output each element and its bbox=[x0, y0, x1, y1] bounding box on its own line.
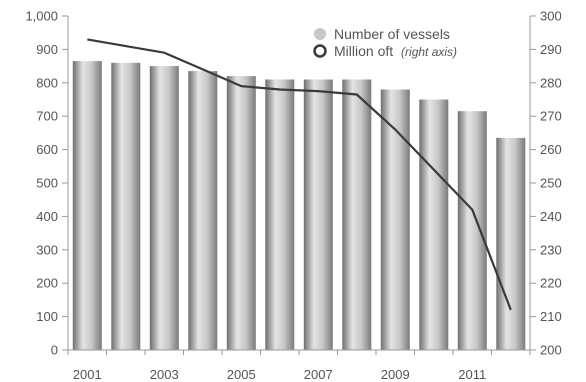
right-tick-label: 260 bbox=[540, 142, 562, 157]
left-tick-label: 600 bbox=[36, 142, 58, 157]
bar-2009 bbox=[380, 89, 410, 350]
million-oft-line bbox=[87, 38, 512, 311]
x-tick-label: 2003 bbox=[150, 367, 179, 382]
bar-2012 bbox=[496, 137, 526, 350]
left-tick-label: 1,000 bbox=[25, 9, 58, 24]
x-tick-label: 2009 bbox=[381, 367, 410, 382]
right-tick-label: 250 bbox=[540, 176, 562, 191]
right-tick-label: 230 bbox=[540, 242, 562, 257]
legend-label-million-oft: Million oft (right axis) bbox=[334, 43, 457, 59]
bar-2007 bbox=[303, 79, 333, 350]
legend-label-million-oft-suffix: (right axis) bbox=[401, 45, 457, 59]
right-tick-label: 270 bbox=[540, 109, 562, 124]
bar-2004 bbox=[188, 71, 218, 350]
legend: Number of vessels Million oft (right axi… bbox=[313, 26, 457, 59]
right-tick-label: 200 bbox=[540, 343, 562, 358]
bar-2011 bbox=[457, 111, 487, 350]
bar-2003 bbox=[149, 66, 179, 350]
x-tick-label: 2011 bbox=[458, 367, 486, 382]
legend-label-million-oft-name: Million oft bbox=[334, 43, 393, 59]
right-tick-label: 300 bbox=[540, 9, 562, 24]
legend-label-vessels: Number of vessels bbox=[334, 26, 450, 42]
line-series bbox=[87, 38, 512, 311]
bar-2006 bbox=[265, 79, 295, 350]
left-tick-label: 700 bbox=[36, 109, 58, 124]
bar-2008 bbox=[342, 79, 372, 350]
left-tick-label: 400 bbox=[36, 209, 58, 224]
x-tick-label: 2007 bbox=[304, 367, 333, 382]
right-tick-label: 290 bbox=[540, 42, 562, 57]
right-tick-label: 220 bbox=[540, 276, 562, 291]
x-tick-label: 2001 bbox=[73, 367, 102, 382]
left-axis-ticks: 0 100 200 300 400 500 600 700 800 900 1,000 bbox=[25, 9, 68, 358]
right-tick-label: 280 bbox=[540, 75, 562, 90]
left-tick-label: 200 bbox=[36, 276, 58, 291]
x-axis-ticks: 2001 2003 2005 2007 2009 2011 bbox=[67, 350, 531, 382]
right-tick-label: 240 bbox=[540, 209, 562, 224]
left-tick-label: 0 bbox=[51, 343, 58, 358]
legend-swatch-million-oft bbox=[313, 44, 327, 58]
bar-series bbox=[72, 61, 526, 351]
right-tick-label: 210 bbox=[540, 309, 562, 324]
left-tick-label: 100 bbox=[36, 309, 58, 324]
left-tick-label: 800 bbox=[36, 75, 58, 90]
left-tick-label: 900 bbox=[36, 42, 58, 57]
bar-2010 bbox=[419, 99, 449, 350]
left-tick-label: 300 bbox=[36, 242, 58, 257]
left-tick-label: 500 bbox=[36, 176, 58, 191]
bar-2005 bbox=[226, 76, 256, 350]
bar-2002 bbox=[111, 62, 141, 351]
legend-swatch-vessels bbox=[314, 28, 326, 40]
x-tick-label: 2005 bbox=[227, 367, 256, 382]
bar-2001 bbox=[72, 61, 102, 350]
right-axis-ticks: 200 210 220 230 240 250 260 270 280 290 300 bbox=[530, 9, 562, 358]
